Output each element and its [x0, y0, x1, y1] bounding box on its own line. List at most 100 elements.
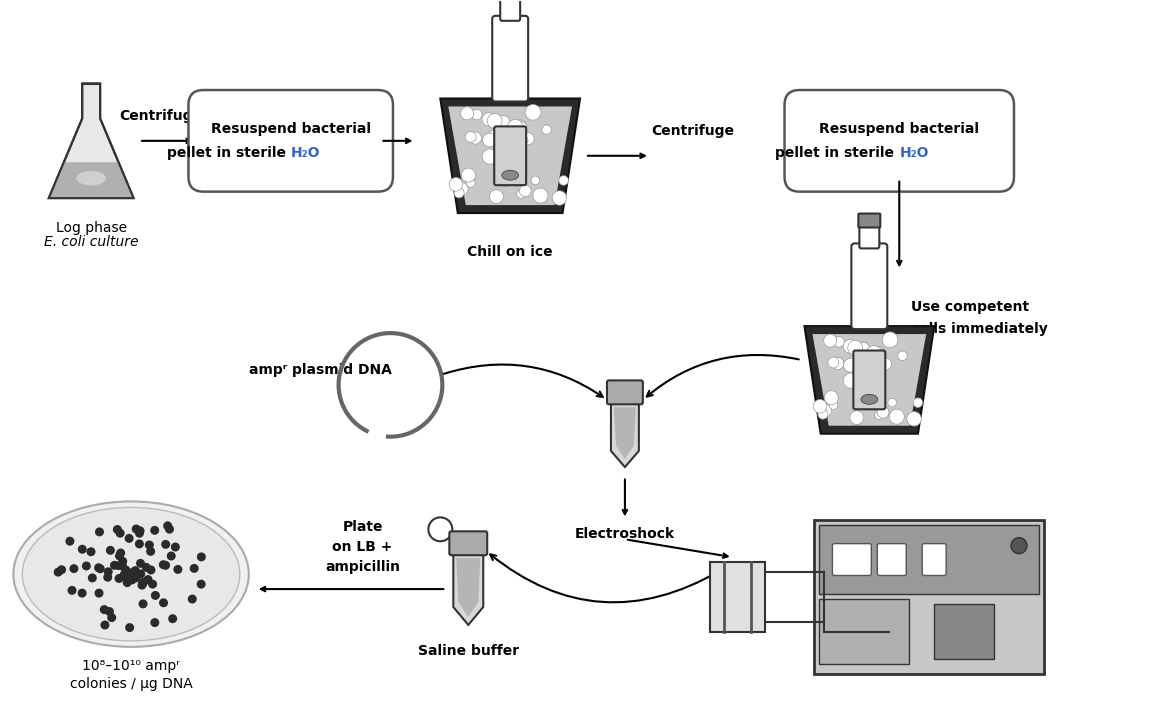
Polygon shape: [456, 558, 481, 617]
Circle shape: [100, 620, 109, 629]
Text: Use competent: Use competent: [912, 300, 1029, 314]
Circle shape: [491, 127, 505, 142]
Circle shape: [150, 526, 159, 535]
Bar: [814, 520, 1043, 674]
Circle shape: [110, 561, 119, 570]
Circle shape: [851, 353, 866, 368]
Circle shape: [488, 113, 502, 128]
FancyBboxPatch shape: [495, 127, 526, 185]
Circle shape: [509, 145, 517, 154]
Circle shape: [848, 341, 862, 355]
Circle shape: [483, 133, 496, 147]
Circle shape: [866, 346, 882, 361]
Circle shape: [103, 573, 113, 582]
Circle shape: [1010, 537, 1027, 554]
Circle shape: [69, 564, 79, 573]
Circle shape: [462, 168, 476, 182]
FancyBboxPatch shape: [832, 544, 872, 576]
Circle shape: [119, 573, 128, 581]
Text: pellet in sterile: pellet in sterile: [167, 146, 290, 160]
Circle shape: [115, 529, 125, 537]
Circle shape: [94, 564, 103, 572]
Circle shape: [128, 569, 137, 578]
Bar: [819, 525, 1039, 594]
Circle shape: [525, 105, 540, 120]
Circle shape: [482, 113, 496, 126]
FancyBboxPatch shape: [922, 544, 946, 576]
Circle shape: [121, 566, 130, 574]
Circle shape: [519, 136, 528, 144]
Polygon shape: [49, 84, 134, 198]
Circle shape: [78, 544, 87, 554]
Circle shape: [130, 566, 140, 575]
Circle shape: [127, 570, 136, 578]
Circle shape: [844, 340, 857, 353]
Circle shape: [119, 557, 127, 566]
Circle shape: [54, 568, 62, 576]
Circle shape: [867, 384, 875, 392]
Circle shape: [137, 581, 147, 590]
Circle shape: [88, 573, 96, 583]
Circle shape: [147, 566, 155, 574]
Circle shape: [150, 591, 160, 600]
Polygon shape: [613, 407, 636, 459]
Circle shape: [135, 526, 145, 535]
Circle shape: [127, 576, 136, 584]
Text: H₂O: H₂O: [899, 146, 928, 160]
Circle shape: [139, 579, 147, 588]
Circle shape: [58, 565, 66, 574]
Circle shape: [489, 130, 501, 142]
Circle shape: [844, 358, 858, 372]
FancyBboxPatch shape: [188, 90, 392, 192]
Circle shape: [889, 409, 905, 424]
Circle shape: [163, 521, 173, 530]
Circle shape: [824, 334, 837, 347]
Circle shape: [532, 188, 548, 203]
Circle shape: [888, 399, 897, 407]
Text: Centrifuge: Centrifuge: [120, 109, 202, 123]
Text: cells immediately: cells immediately: [912, 322, 1048, 336]
Circle shape: [106, 546, 115, 555]
Circle shape: [522, 132, 535, 144]
Circle shape: [123, 569, 132, 578]
Circle shape: [95, 564, 105, 573]
Circle shape: [67, 586, 76, 595]
Circle shape: [139, 600, 148, 608]
Circle shape: [519, 185, 531, 197]
Circle shape: [132, 525, 141, 533]
Circle shape: [120, 570, 128, 579]
Circle shape: [848, 355, 861, 367]
Circle shape: [136, 569, 146, 578]
Circle shape: [860, 399, 870, 409]
Circle shape: [100, 605, 109, 614]
Polygon shape: [812, 334, 926, 426]
Circle shape: [128, 568, 136, 577]
Circle shape: [125, 534, 134, 543]
Text: pellet in sterile: pellet in sterile: [776, 146, 899, 160]
Circle shape: [907, 411, 921, 426]
Circle shape: [126, 623, 134, 632]
Circle shape: [508, 160, 516, 169]
Circle shape: [114, 574, 123, 583]
Circle shape: [135, 539, 143, 549]
Circle shape: [107, 613, 116, 622]
FancyBboxPatch shape: [607, 380, 643, 404]
Circle shape: [516, 120, 525, 129]
Circle shape: [882, 332, 898, 348]
Polygon shape: [805, 326, 934, 434]
Circle shape: [168, 615, 177, 623]
Text: Electroshock: Electroshock: [575, 527, 674, 542]
Text: Plate: Plate: [342, 520, 383, 535]
Text: E. coli culture: E. coli culture: [43, 236, 139, 249]
Text: Chill on ice: Chill on ice: [468, 246, 553, 259]
Circle shape: [145, 540, 154, 549]
Circle shape: [196, 580, 206, 588]
FancyBboxPatch shape: [710, 562, 765, 632]
Circle shape: [469, 132, 482, 144]
Circle shape: [135, 529, 145, 537]
Circle shape: [165, 525, 174, 534]
Circle shape: [66, 537, 74, 546]
Ellipse shape: [502, 170, 518, 180]
Circle shape: [143, 575, 153, 584]
Text: 10⁸–10¹⁰ ampʳ: 10⁸–10¹⁰ ampʳ: [82, 659, 180, 673]
